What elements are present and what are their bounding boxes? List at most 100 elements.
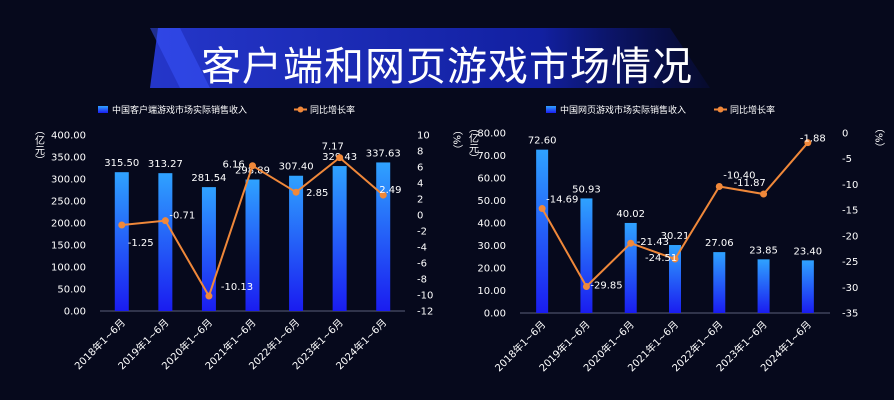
legend-line-label: 同比增长率 [310, 104, 355, 116]
bar-value-label: 23.40 [794, 246, 823, 257]
bar-value-label: 298.89 [235, 165, 270, 176]
y2-tick-label: -25 [842, 257, 858, 268]
y2-tick-label: -15 [842, 206, 858, 217]
growth-rate-label: -24.51 [645, 253, 677, 264]
growth-rate-label: -11.87 [734, 178, 766, 189]
bar-value-label: 30.21 [661, 231, 690, 242]
y2-tick-label: 6 [417, 163, 423, 174]
y-axis-label: （亿元） [467, 123, 479, 163]
growth-rate-point [671, 255, 679, 263]
legend-line-label: 同比增长率 [730, 104, 775, 116]
bar-value-label: 337.63 [366, 148, 401, 159]
bar-value-label: 307.40 [279, 162, 314, 173]
page-title: 客户端和网页游戏市场情况 [201, 44, 693, 90]
y2-tick-label: -10 [842, 180, 858, 191]
bar-value-label: 23.85 [749, 245, 778, 256]
y2-tick-label: -2 [417, 227, 427, 238]
y-tick-label: 400.00 [51, 131, 86, 142]
bar-value-label: 50.93 [572, 184, 601, 195]
bar-value-label: 313.27 [148, 159, 183, 170]
growth-rate-point [760, 190, 768, 198]
y-tick-label: 80.00 [477, 129, 506, 140]
bar-value-label: 27.06 [705, 238, 734, 249]
y-tick-label: 250.00 [51, 197, 86, 208]
growth-rate-point [804, 139, 812, 147]
title-band [150, 28, 710, 88]
y-tick-label: 0.00 [484, 309, 506, 320]
bar [332, 166, 347, 311]
bar [114, 172, 129, 311]
y2-tick-label: -10 [417, 291, 433, 302]
growth-rate-label: -0.71 [169, 211, 195, 222]
bar-value-label: 315.50 [104, 158, 139, 169]
y2-tick-label: -6 [417, 259, 427, 270]
growth-rate-point [161, 217, 169, 225]
y2-tick-label: -4 [417, 243, 427, 254]
growth-rate-label: 2.85 [306, 188, 328, 199]
growth-rate-label: 7.17 [322, 142, 344, 153]
growth-rate-point [582, 283, 590, 291]
bar [289, 175, 304, 311]
bar [245, 179, 260, 311]
bar [624, 222, 637, 313]
legend-bar-swatch [546, 106, 556, 113]
legend-line-marker [297, 106, 304, 113]
bar [713, 252, 726, 313]
bar [536, 149, 549, 313]
y-tick-label: 150.00 [51, 241, 86, 252]
y2-tick-label: 8 [417, 147, 423, 158]
growth-rate-label: -10.40 [723, 170, 755, 181]
growth-rate-label: 6.16 [223, 160, 245, 171]
y-tick-label: 30.00 [477, 241, 506, 252]
growth-rate-point [336, 154, 344, 162]
bar [801, 260, 814, 313]
bar [376, 162, 391, 311]
growth-rate-point [292, 188, 300, 196]
y2-tick-label: -12 [417, 307, 433, 318]
legend-line-marker [717, 106, 724, 113]
bar [201, 187, 216, 311]
y2-tick-label: -20 [842, 231, 858, 242]
growth-rate-point [379, 191, 387, 199]
y2-tick-label: 4 [417, 179, 423, 190]
bar [669, 245, 681, 313]
y-tick-label: 50.00 [57, 285, 86, 296]
growth-rate-point [538, 205, 546, 213]
growth-rate-label: -29.85 [590, 281, 622, 292]
y-tick-label: 10.00 [477, 286, 506, 297]
growth-rate-label: 2.49 [379, 185, 401, 196]
growth-rate-point [627, 239, 635, 247]
legend-bar-label: 中国客户端游戏市场实际销售收入 [112, 104, 247, 116]
growth-rate-label: -14.69 [546, 195, 578, 206]
growth-rate-point [715, 182, 723, 190]
bar-value-label: 281.54 [191, 173, 226, 184]
y-tick-label: 0.00 [64, 307, 86, 318]
y2-tick-label: -8 [417, 275, 427, 286]
growth-rate-point [249, 162, 256, 170]
y2-tick-label: 0 [842, 129, 848, 140]
growth-rate-label: -1.88 [800, 134, 826, 145]
y-tick-label: 20.00 [477, 264, 506, 275]
bar-value-label: 40.02 [616, 209, 645, 220]
growth-rate-point [205, 292, 213, 300]
growth-rate-label: -1.25 [128, 238, 154, 249]
y-tick-label: 100.00 [51, 263, 86, 274]
growth-rate-label: -21.43 [637, 237, 669, 248]
y2-tick-label: -35 [842, 309, 858, 320]
y-tick-label: 350.00 [51, 153, 86, 164]
y-tick-label: 70.00 [477, 151, 506, 162]
y-tick-label: 300.00 [51, 175, 86, 186]
y2-tick-label: 10 [417, 131, 430, 142]
growth-rate-point [118, 221, 126, 229]
y2-tick-label: -5 [842, 154, 852, 165]
y2-tick-label: 2 [417, 195, 423, 206]
y2-tick-label: -30 [842, 283, 858, 294]
bar [580, 198, 593, 313]
legend-bar-label: 中国网页游戏市场实际销售收入 [560, 104, 686, 116]
y-tick-label: 200.00 [51, 219, 86, 230]
y-tick-label: 40.00 [477, 219, 506, 230]
y-tick-label: 60.00 [477, 174, 506, 185]
y-axis-label: （亿元） [33, 125, 45, 165]
